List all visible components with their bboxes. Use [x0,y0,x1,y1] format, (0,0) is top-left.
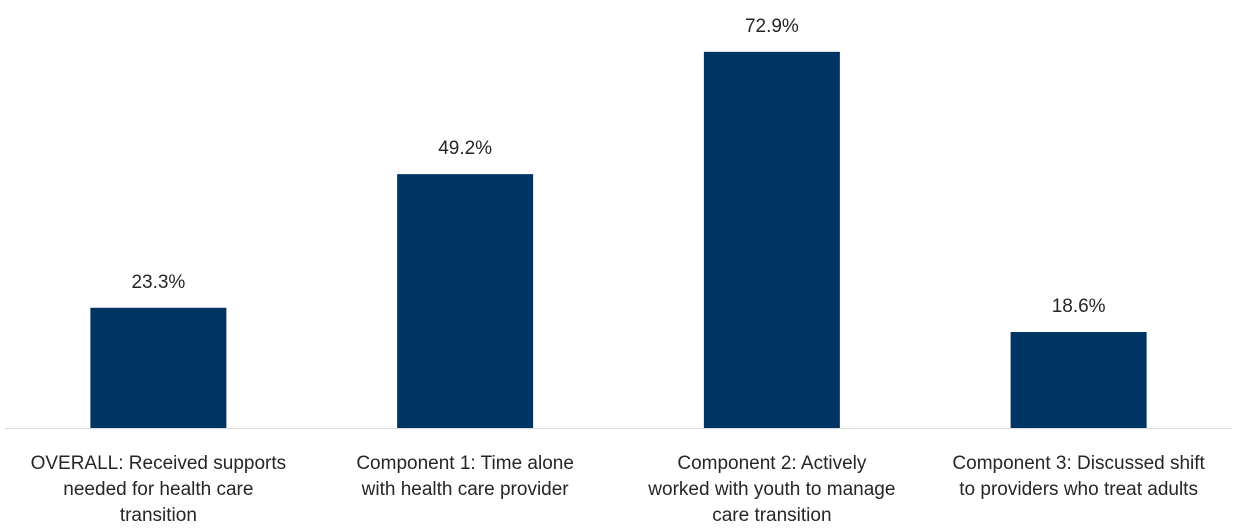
category-label-line: with health care provider [361,479,570,500]
bar-1 [90,307,227,428]
category-label-line: Component 3: Discussed shift [952,453,1205,474]
category-labels-layer: OVERALL: Received supports needed for hea… [31,453,1206,526]
data-label-4: 18.6% [1052,296,1106,317]
category-label-3: Component 2: Actively worked with youth t… [647,453,895,526]
bars-layer [90,51,1147,428]
category-label-1: OVERALL: Received supports needed for hea… [31,453,287,526]
data-label-2: 49.2% [438,138,492,159]
category-label-line: Component 1: Time alone [356,453,574,474]
category-label-line: care transition [712,505,831,526]
bar-4 [1010,332,1147,428]
category-label-line: to providers who treat adults [959,479,1198,500]
bar-2 [397,174,534,428]
category-label-line: Component 2: Actively [677,453,867,474]
category-label-line: needed for health care [63,479,253,500]
category-label-line: worked with youth to manage [647,479,895,500]
category-label-4: Component 3: Discussed shift to providers… [952,453,1205,500]
category-label-line: OVERALL: Received supports [31,453,287,474]
data-label-1: 23.3% [131,272,185,293]
bar-3 [703,51,840,428]
data-label-3: 72.9% [745,16,799,37]
data-labels-layer: 23.3% 49.2% 72.9% 18.6% [131,16,1105,317]
category-label-line: transition [120,505,197,526]
category-label-2: Component 1: Time alone with health care … [356,453,574,500]
